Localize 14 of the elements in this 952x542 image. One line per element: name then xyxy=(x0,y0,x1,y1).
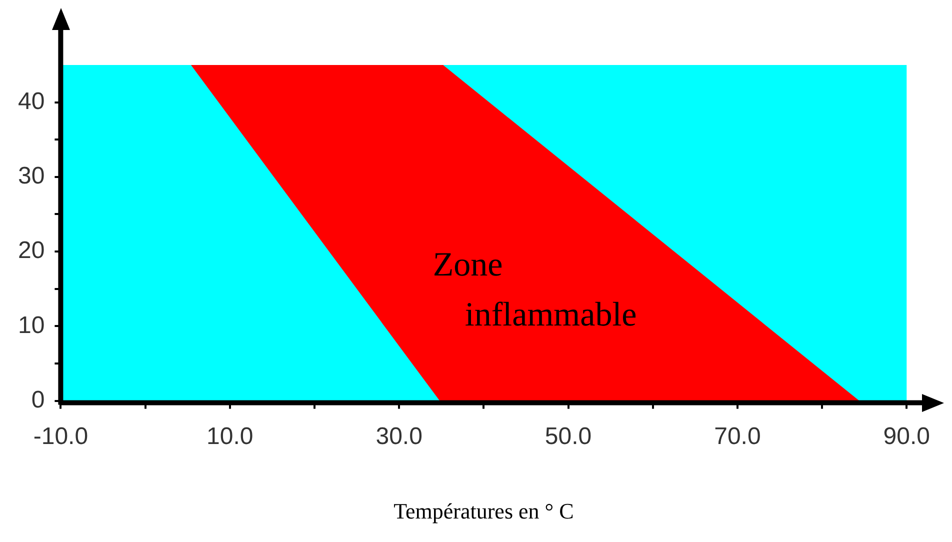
x-tick-label: 70.0 xyxy=(714,422,761,450)
y-tick-label: 40 xyxy=(18,88,45,115)
x-tick-label: 30.0 xyxy=(376,422,422,450)
x-tick-label: 90.0 xyxy=(883,422,930,450)
annotation: inflammable xyxy=(464,296,637,334)
y-tick-label: 30 xyxy=(18,162,45,190)
x-tick-label: 10.0 xyxy=(206,422,254,450)
y-tick-label: 10 xyxy=(18,312,45,339)
y-tick-label: 20 xyxy=(18,237,45,264)
x-axis-title: Températures en ° C xyxy=(394,498,574,524)
x-tick-label: 50.0 xyxy=(544,422,592,450)
annotation: Zone xyxy=(432,246,503,284)
y-tick-label: 0 xyxy=(31,386,45,414)
x-tick-label: -10.0 xyxy=(33,422,88,450)
